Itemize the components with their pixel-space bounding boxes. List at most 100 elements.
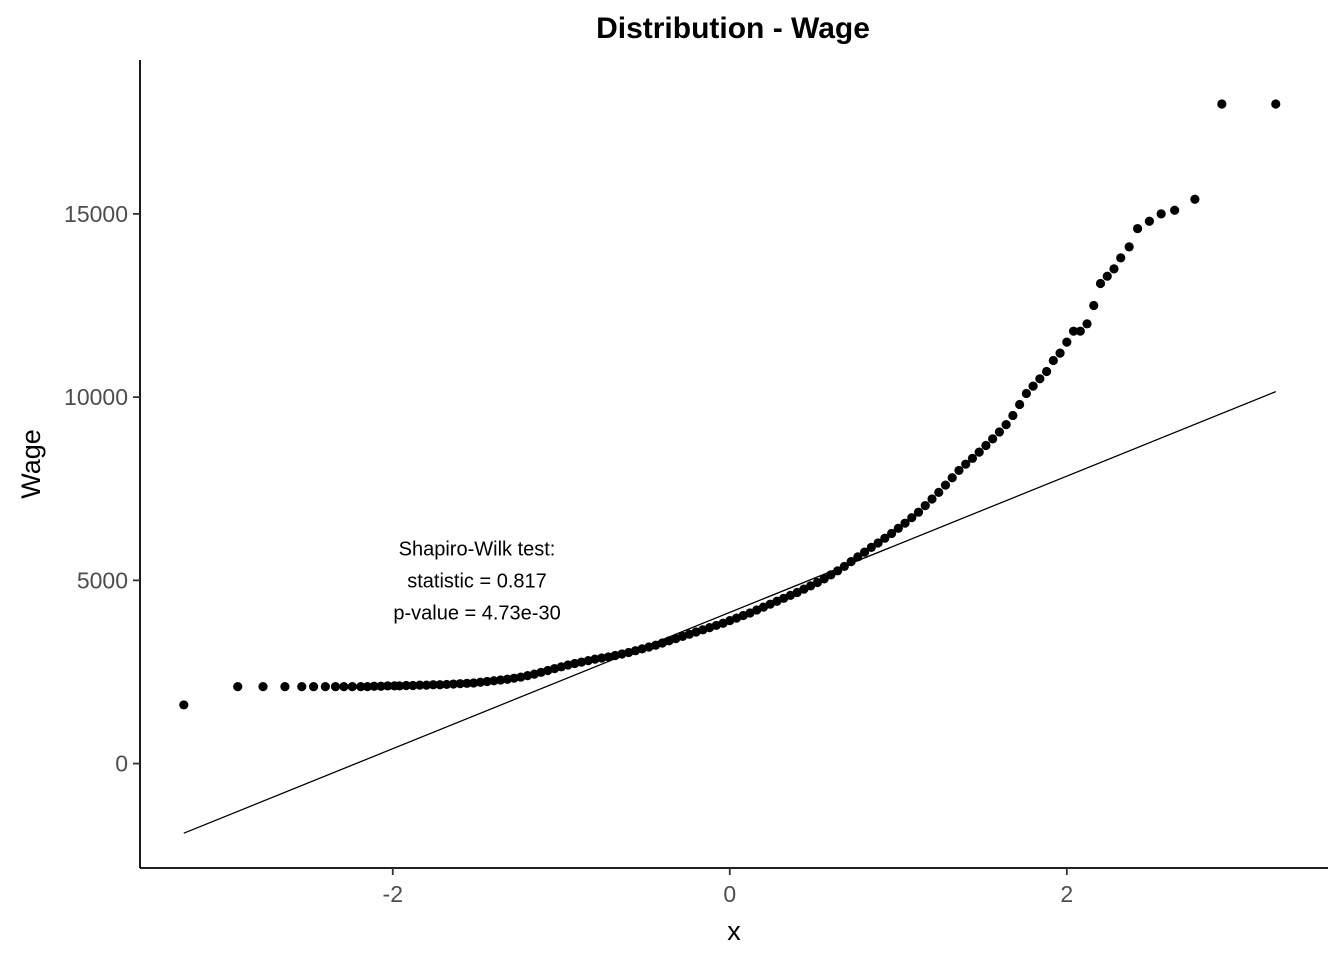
data-point — [1028, 381, 1038, 391]
data-point — [435, 680, 445, 690]
data-point — [1055, 348, 1065, 358]
data-point — [961, 459, 971, 469]
y-axis-title: Wage — [16, 429, 46, 499]
data-point — [297, 682, 307, 692]
data-point — [833, 566, 843, 576]
data-point — [1144, 216, 1154, 226]
y-axis-ticks: 0 5000 10000 15000 — [64, 201, 140, 777]
data-point — [826, 570, 836, 580]
annotation-line-statistic: statistic = 0.817 — [407, 570, 547, 592]
data-point — [927, 494, 937, 504]
data-point — [886, 528, 897, 539]
y-tick-label: 10000 — [64, 384, 128, 410]
y-tick-label: 5000 — [77, 567, 128, 593]
data-point — [1062, 337, 1072, 347]
data-point — [893, 523, 903, 533]
data-point — [1089, 300, 1099, 311]
data-point — [1041, 366, 1052, 377]
x-tick-label: 0 — [723, 881, 736, 907]
data-point — [819, 574, 829, 584]
chart-title: Distribution - Wage — [596, 12, 870, 45]
data-point — [967, 453, 978, 463]
data-point — [1075, 326, 1085, 336]
annotation-line-p-value: p-value = 4.73e-30 — [393, 602, 560, 624]
data-point — [1068, 326, 1079, 336]
data-point — [475, 677, 485, 687]
x-axis-title: x — [727, 916, 741, 946]
data-point — [1021, 388, 1031, 399]
data-point — [308, 682, 319, 692]
data-point — [981, 440, 991, 451]
data-point — [415, 680, 425, 690]
data-point — [988, 434, 998, 444]
data-point — [356, 682, 366, 692]
data-point — [1116, 253, 1126, 263]
data-point — [320, 682, 330, 692]
data-point — [1217, 99, 1227, 109]
data-point — [455, 679, 465, 689]
data-point — [347, 682, 357, 692]
data-point — [947, 473, 957, 483]
data-point — [376, 681, 386, 691]
data-point — [974, 447, 984, 457]
data-point — [258, 682, 268, 692]
data-point — [873, 538, 883, 548]
data-point — [280, 682, 290, 692]
data-point — [394, 681, 405, 691]
data-point — [408, 680, 418, 691]
data-point — [496, 675, 506, 685]
points-group — [179, 99, 1281, 710]
data-point — [907, 513, 917, 523]
data-point — [1008, 410, 1018, 421]
data-point — [934, 487, 944, 497]
data-point — [330, 682, 341, 692]
annotation-line-test-name: Shapiro-Wilk test: — [399, 538, 556, 560]
data-point — [1132, 223, 1143, 234]
data-point — [1035, 374, 1045, 384]
data-point — [1015, 399, 1025, 410]
data-point — [954, 465, 964, 476]
data-point — [339, 682, 349, 692]
data-point — [853, 552, 863, 562]
data-point — [1190, 194, 1200, 204]
data-point — [1170, 205, 1180, 215]
data-point — [1124, 242, 1134, 252]
data-point — [913, 507, 924, 517]
data-point — [448, 679, 459, 689]
annotation-box: Shapiro-Wilk test: statistic = 0.817 p-v… — [393, 538, 560, 624]
data-point — [900, 518, 910, 528]
plot-area — [179, 99, 1281, 834]
data-point — [994, 427, 1005, 437]
data-point — [383, 681, 393, 691]
data-point — [1082, 319, 1092, 329]
data-point — [866, 542, 876, 552]
reference-line — [183, 391, 1277, 834]
data-point — [469, 678, 479, 688]
data-point — [1048, 355, 1058, 366]
data-point — [839, 561, 849, 572]
data-point — [442, 679, 452, 690]
x-tick-label: -2 — [383, 881, 403, 907]
data-point — [920, 500, 930, 511]
data-point — [1095, 278, 1106, 289]
y-tick-label: 0 — [115, 751, 128, 777]
data-point — [462, 678, 472, 688]
y-tick-label: 15000 — [64, 201, 128, 227]
x-tick-label: 2 — [1060, 881, 1073, 907]
data-point — [362, 682, 373, 692]
data-point — [482, 676, 492, 687]
data-point — [1156, 209, 1166, 219]
data-point — [812, 577, 823, 588]
data-point — [1001, 420, 1011, 430]
data-point — [233, 682, 243, 692]
data-point — [489, 676, 499, 686]
data-point — [421, 680, 432, 690]
data-point — [1102, 271, 1112, 281]
data-point — [401, 680, 411, 691]
data-point — [1109, 264, 1119, 274]
data-point — [369, 681, 379, 691]
data-point — [428, 680, 438, 690]
x-axis-ticks: -2 0 2 — [383, 868, 1073, 907]
data-point — [859, 547, 870, 557]
